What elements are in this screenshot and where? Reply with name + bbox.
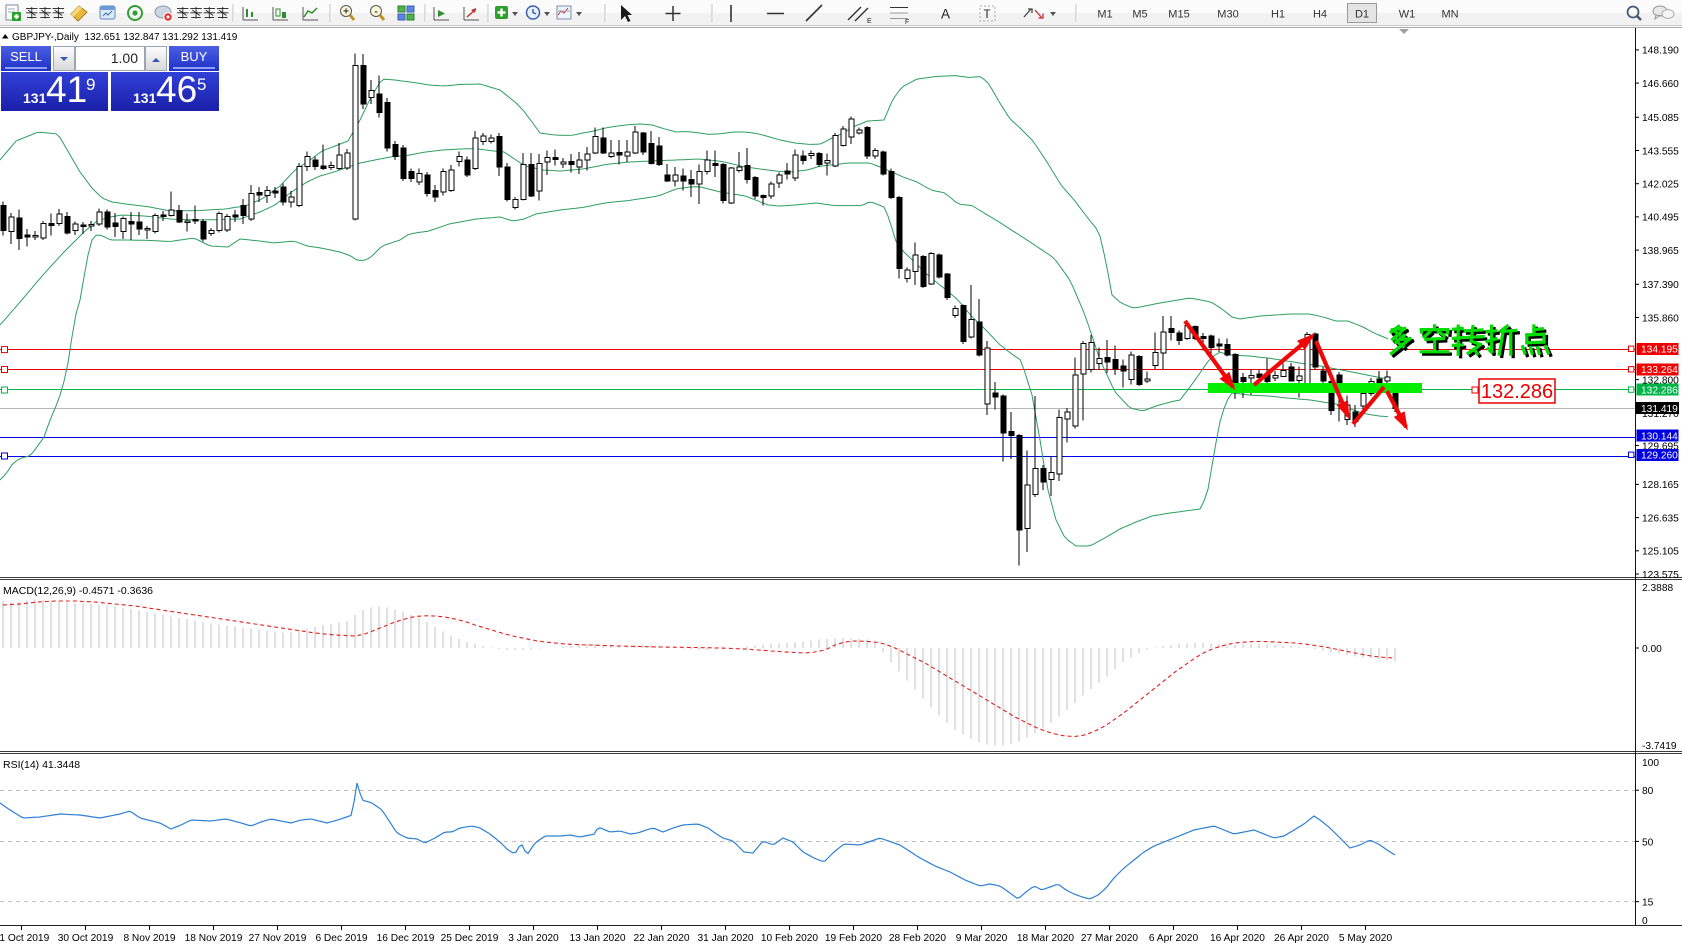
svg-text:80: 80 (1642, 786, 1654, 797)
svg-text:M1: M1 (1097, 9, 1112, 21)
svg-text:126.635: 126.635 (1642, 513, 1679, 524)
svg-text:GBPJPY-,Daily 132.651 132.847: GBPJPY-,Daily 132.651 132.847 131.292 13… (12, 32, 238, 43)
svg-text:145.085: 145.085 (1642, 113, 1679, 124)
svg-text:146.660: 146.660 (1642, 79, 1679, 90)
svg-text:E: E (867, 18, 872, 25)
svg-text:+: + (343, 7, 349, 18)
svg-text:31 Jan 2020: 31 Jan 2020 (697, 933, 753, 944)
svg-text:25 Dec 2019: 25 Dec 2019 (441, 933, 499, 944)
svg-text:50: 50 (1642, 837, 1654, 848)
svg-text:27 Mar 2020: 27 Mar 2020 (1081, 933, 1139, 944)
svg-text:19 Feb 2020: 19 Feb 2020 (825, 933, 883, 944)
svg-text:W1: W1 (1399, 9, 1416, 21)
svg-text:-3.7419: -3.7419 (1642, 741, 1677, 752)
svg-text:132.800: 132.800 (1642, 375, 1679, 386)
svg-text:F: F (905, 19, 909, 26)
svg-text:30 Oct 2019: 30 Oct 2019 (58, 933, 114, 944)
svg-text:129.260: 129.260 (1641, 451, 1678, 462)
svg-text:132.286: 132.286 (1641, 385, 1678, 396)
svg-text:18 Nov 2019: 18 Nov 2019 (185, 933, 243, 944)
svg-text:RSI(14) 41.3448: RSI(14) 41.3448 (3, 759, 80, 771)
svg-text:142.025: 142.025 (1642, 180, 1679, 191)
svg-text:A: A (941, 7, 950, 22)
svg-text:2.3888: 2.3888 (1642, 583, 1673, 594)
svg-text:13 Jan 2020: 13 Jan 2020 (569, 933, 625, 944)
svg-text:133.264: 133.264 (1641, 365, 1678, 376)
svg-text:135.860: 135.860 (1642, 313, 1679, 324)
svg-text:18 Mar 2020: 18 Mar 2020 (1017, 933, 1075, 944)
svg-text:T: T (984, 9, 991, 21)
svg-text:15: 15 (1642, 898, 1654, 909)
svg-text:16 Dec 2019: 16 Dec 2019 (377, 933, 435, 944)
svg-text:132.286: 132.286 (1481, 381, 1553, 403)
svg-text:138.965: 138.965 (1642, 246, 1679, 257)
svg-text:27 Nov 2019: 27 Nov 2019 (249, 933, 307, 944)
svg-text:123.575: 123.575 (1642, 570, 1679, 581)
svg-text:16 Apr 2020: 16 Apr 2020 (1210, 933, 1265, 944)
svg-text:MN: MN (1441, 9, 1458, 21)
svg-text:143.555: 143.555 (1642, 146, 1679, 157)
svg-text:0.00: 0.00 (1642, 644, 1662, 655)
svg-text:137.390: 137.390 (1642, 280, 1679, 291)
svg-text:5 May 2020: 5 May 2020 (1339, 933, 1393, 944)
svg-text:26 Apr 2020: 26 Apr 2020 (1274, 933, 1329, 944)
svg-text:28 Feb 2020: 28 Feb 2020 (889, 933, 947, 944)
svg-text:10 Feb 2020: 10 Feb 2020 (761, 933, 819, 944)
svg-text:130.144: 130.144 (1641, 431, 1678, 442)
svg-text:9 Mar 2020: 9 Mar 2020 (956, 933, 1008, 944)
svg-text:0: 0 (1642, 916, 1648, 927)
svg-text:M15: M15 (1168, 9, 1189, 21)
svg-text:M5: M5 (1132, 9, 1147, 21)
svg-text:MACD(12,26,9) -0.4571 -0.3636: MACD(12,26,9) -0.4571 -0.3636 (3, 585, 153, 597)
svg-text:131.419: 131.419 (1641, 404, 1678, 415)
svg-text:22 Jan 2020: 22 Jan 2020 (633, 933, 689, 944)
svg-text:134.195: 134.195 (1641, 345, 1678, 356)
svg-text:6 Apr 2020: 6 Apr 2020 (1149, 933, 1199, 944)
svg-text:D1: D1 (1355, 9, 1369, 21)
svg-text:128.165: 128.165 (1642, 480, 1679, 491)
svg-text:M30: M30 (1217, 9, 1238, 21)
svg-text:131.270: 131.270 (1642, 409, 1679, 420)
svg-text:3 Jan 2020: 3 Jan 2020 (508, 933, 559, 944)
svg-text:129.695: 129.695 (1642, 441, 1679, 452)
svg-text:125.105: 125.105 (1642, 547, 1679, 558)
svg-text:21 Oct 2019: 21 Oct 2019 (0, 933, 50, 944)
svg-text:H4: H4 (1313, 9, 1327, 21)
svg-text:6 Dec 2019: 6 Dec 2019 (315, 933, 367, 944)
svg-text:140.495: 140.495 (1642, 213, 1679, 224)
svg-text:148.190: 148.190 (1642, 46, 1679, 57)
svg-text:H1: H1 (1271, 9, 1285, 21)
svg-text:-: - (374, 7, 377, 18)
svg-text:8 Nov 2019: 8 Nov 2019 (123, 933, 175, 944)
svg-text:100: 100 (1642, 758, 1659, 769)
